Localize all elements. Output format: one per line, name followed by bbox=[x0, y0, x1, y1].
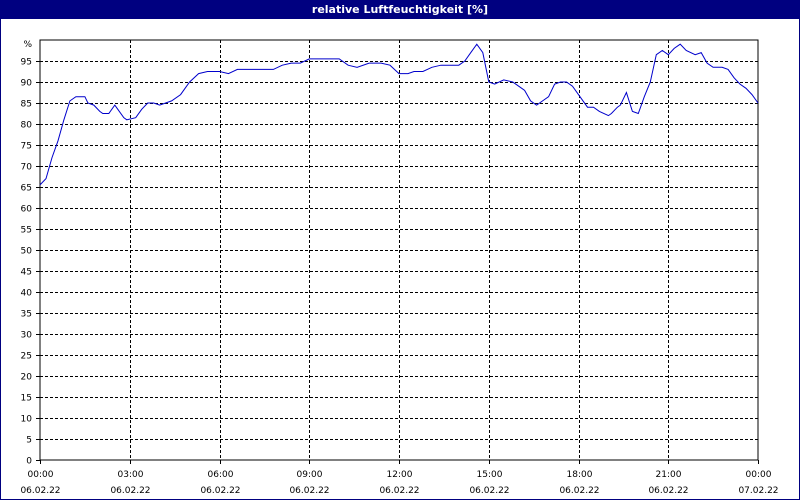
x-tick-date-label: 06.02.22 bbox=[110, 486, 150, 496]
y-tick-label: 95 bbox=[21, 58, 32, 68]
y-tick-label: 85 bbox=[21, 100, 32, 110]
x-tick-date-label: 06.02.22 bbox=[289, 486, 329, 496]
y-tick-label: 80 bbox=[21, 121, 33, 131]
x-tick-time-label: 00:00 bbox=[28, 470, 54, 480]
x-tick-time-label: 03:00 bbox=[118, 470, 144, 480]
x-tick-time-label: 09:00 bbox=[297, 470, 323, 480]
y-tick-label: 25 bbox=[21, 352, 32, 362]
x-tick-time-label: 21:00 bbox=[656, 470, 682, 480]
series-line-humidity bbox=[39, 43, 759, 186]
y-tick-label: 30 bbox=[21, 331, 33, 341]
x-tick-date-label: 06.02.22 bbox=[648, 486, 688, 496]
y-tick-label: 40 bbox=[21, 289, 33, 299]
y-axis: 0 5 10 15 20 25 30 35 40 45 50 55 60 65 70 75 80 85 90 95% bbox=[21, 40, 40, 467]
x-axis: 00:00 06.02.22 03:00 06.02.22 06:00 06.02.22 0… bbox=[20, 460, 779, 496]
y-tick-label: 50 bbox=[21, 247, 33, 257]
x-tick-time-label: 06:00 bbox=[208, 470, 234, 480]
x-tick-date-label: 06.02.22 bbox=[559, 486, 599, 496]
chart-title: relative Luftfeuchtigkeit [%] bbox=[0, 0, 800, 19]
y-tick-label: 75 bbox=[21, 142, 32, 152]
y-tick-label: 35 bbox=[21, 310, 32, 320]
y-tick-label: 60 bbox=[21, 205, 33, 215]
y-tick-label: 45 bbox=[21, 268, 32, 278]
y-tick-label: 5 bbox=[26, 436, 32, 446]
y-unit-label: % bbox=[23, 40, 32, 50]
y-tick-label: 90 bbox=[21, 79, 33, 89]
y-tick-label: 55 bbox=[21, 226, 32, 236]
x-tick-time-label: 18:00 bbox=[567, 470, 593, 480]
y-tick-label: 15 bbox=[21, 394, 32, 404]
x-tick-time-label: 15:00 bbox=[477, 470, 503, 480]
grid-lines bbox=[40, 40, 758, 460]
y-tick-label: 10 bbox=[21, 415, 33, 425]
x-tick-time-label: 12:00 bbox=[387, 470, 413, 480]
y-tick-label: 0 bbox=[26, 457, 32, 467]
x-tick-date-label: 06.02.22 bbox=[469, 486, 509, 496]
y-tick-label: 20 bbox=[21, 373, 33, 383]
y-tick-label: 65 bbox=[21, 184, 32, 194]
x-tick-date-label: 07.02.22 bbox=[738, 486, 778, 496]
y-tick-label: 70 bbox=[21, 163, 33, 173]
series-layer bbox=[39, 43, 759, 186]
x-tick-time-label: 00:00 bbox=[746, 470, 772, 480]
x-tick-date-label: 06.02.22 bbox=[379, 486, 419, 496]
x-tick-date-label: 06.02.22 bbox=[200, 486, 240, 496]
x-tick-date-label: 06.02.22 bbox=[20, 486, 60, 496]
